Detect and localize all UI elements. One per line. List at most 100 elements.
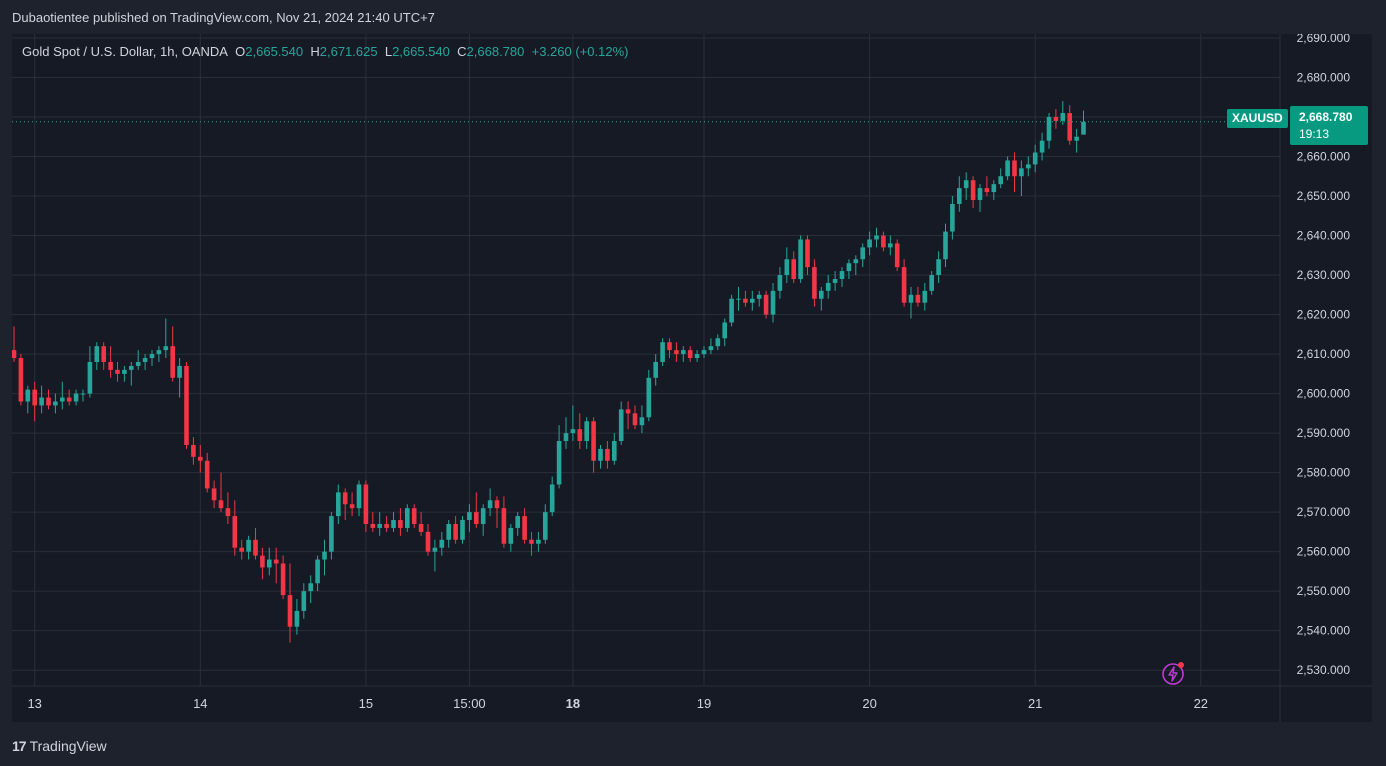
candle-body — [370, 523, 376, 528]
y-tick-label: 2,560.000 — [1297, 545, 1351, 559]
candle-body — [1074, 136, 1079, 141]
candle-body — [660, 342, 665, 362]
candle-body — [791, 259, 796, 279]
candle-body — [487, 500, 493, 509]
candle-body — [832, 278, 838, 283]
candle-body — [1053, 116, 1059, 121]
candle-body — [156, 350, 162, 355]
header-bar: Dubaotientee published on TradingView.co… — [0, 0, 1386, 34]
y-tick-label: 2,590.000 — [1297, 426, 1351, 440]
candle-body — [543, 512, 548, 540]
candle-body — [632, 413, 638, 426]
candle-body — [246, 539, 251, 552]
candle-body — [674, 350, 679, 355]
candle-body — [315, 559, 320, 584]
candle-body — [494, 500, 500, 509]
candle-body — [743, 298, 748, 303]
legend-high-value: 2,671.625 — [319, 44, 378, 59]
candle-body — [950, 203, 955, 232]
candle-body — [874, 235, 879, 240]
candle-body — [846, 263, 852, 272]
candle-body — [867, 239, 872, 248]
publisher-line: Dubaotientee published on TradingView.co… — [12, 10, 435, 25]
candle-body — [342, 492, 348, 505]
y-tick-label: 2,620.000 — [1297, 308, 1351, 322]
candle-body — [25, 389, 31, 402]
x-axis[interactable]: 13 14 15 15:00 18 19 20 21 22 — [27, 696, 1208, 711]
candle-body — [957, 188, 962, 204]
x-tick-label: 15 — [359, 696, 373, 711]
candle-body — [87, 361, 93, 394]
candle-body — [232, 516, 238, 548]
candle-body — [888, 243, 893, 248]
candle-body — [260, 555, 265, 568]
candle-body — [184, 365, 189, 445]
candle-body — [391, 520, 396, 528]
candle-body — [329, 516, 334, 552]
y-tick-label: 2,690.000 — [1297, 34, 1351, 45]
candle-body — [881, 235, 886, 248]
candles — [12, 101, 1086, 643]
candle-body — [515, 516, 520, 528]
candle-body — [273, 559, 279, 564]
candle-body — [936, 259, 941, 276]
y-tick-label: 2,540.000 — [1297, 624, 1351, 638]
legend-close-label: C — [457, 44, 467, 59]
candle-body — [108, 361, 113, 370]
candle-body — [522, 516, 527, 540]
legend-low-label: L — [384, 44, 393, 59]
last-price-tag: 2,668.780 19:13 — [1290, 106, 1368, 145]
candle-body — [1019, 168, 1024, 177]
candle-body — [453, 523, 458, 540]
candle-body — [280, 563, 286, 596]
tradingview-logo[interactable]: 17 TradingView — [12, 737, 107, 755]
x-tick-label: 22 — [1194, 696, 1208, 711]
y-tick-label: 2,570.000 — [1297, 505, 1351, 519]
legend: Gold Spot / U.S. Dollar, 1h, OANDA O2,66… — [22, 44, 628, 59]
candle-body — [1026, 164, 1031, 169]
candle-body — [853, 259, 859, 264]
candle-body — [701, 350, 707, 355]
candle-body — [191, 444, 196, 457]
candle-body — [363, 484, 369, 524]
lightning-icon[interactable] — [1161, 661, 1185, 685]
candle-body — [336, 492, 341, 517]
candle-body — [501, 508, 507, 544]
candle-body — [1046, 116, 1052, 141]
candle-body — [977, 188, 983, 200]
candle-body — [729, 298, 734, 323]
candle-body — [991, 184, 997, 193]
candle-body — [1005, 160, 1010, 177]
candle-body — [198, 456, 203, 461]
y-tick-label: 2,630.000 — [1297, 268, 1351, 282]
candle-body — [598, 448, 603, 461]
candle-body — [618, 409, 624, 442]
candle-body — [570, 429, 576, 434]
candle-body — [149, 354, 155, 359]
candle-body — [467, 512, 472, 521]
candle-body — [777, 275, 783, 291]
candle-body — [39, 397, 44, 406]
symbol-tag: XAUUSD — [1227, 109, 1288, 128]
legend-close-value: 2,668.780 — [466, 44, 525, 59]
y-axis[interactable]: 2,530.000 2,540.000 2,550.000 2,560.000 2,57… — [1297, 34, 1351, 677]
candle-body — [480, 508, 486, 524]
candle-body — [819, 290, 824, 299]
candle-body — [605, 448, 610, 461]
candle-body — [308, 583, 313, 592]
candlestick-chart[interactable]: 2,530.000 2,540.000 2,550.000 2,560.000 2,57… — [12, 34, 1372, 722]
candle-body — [612, 441, 617, 461]
y-tick-label: 2,680.000 — [1297, 70, 1351, 84]
candle-body — [943, 231, 948, 260]
legend-change: +3.260 (+0.12%) — [531, 44, 629, 59]
chart-area[interactable]: 2,530.000 2,540.000 2,550.000 2,560.000 2,57… — [12, 34, 1372, 722]
candle-body — [267, 559, 272, 568]
candle-body — [446, 523, 451, 540]
candle-body — [736, 298, 741, 300]
candle-body — [53, 401, 58, 406]
candle-body — [577, 429, 583, 442]
candle-body — [170, 346, 175, 378]
y-tick-label: 2,580.000 — [1297, 466, 1351, 480]
y-tick-label: 2,550.000 — [1297, 584, 1351, 598]
candle-body — [922, 290, 928, 303]
